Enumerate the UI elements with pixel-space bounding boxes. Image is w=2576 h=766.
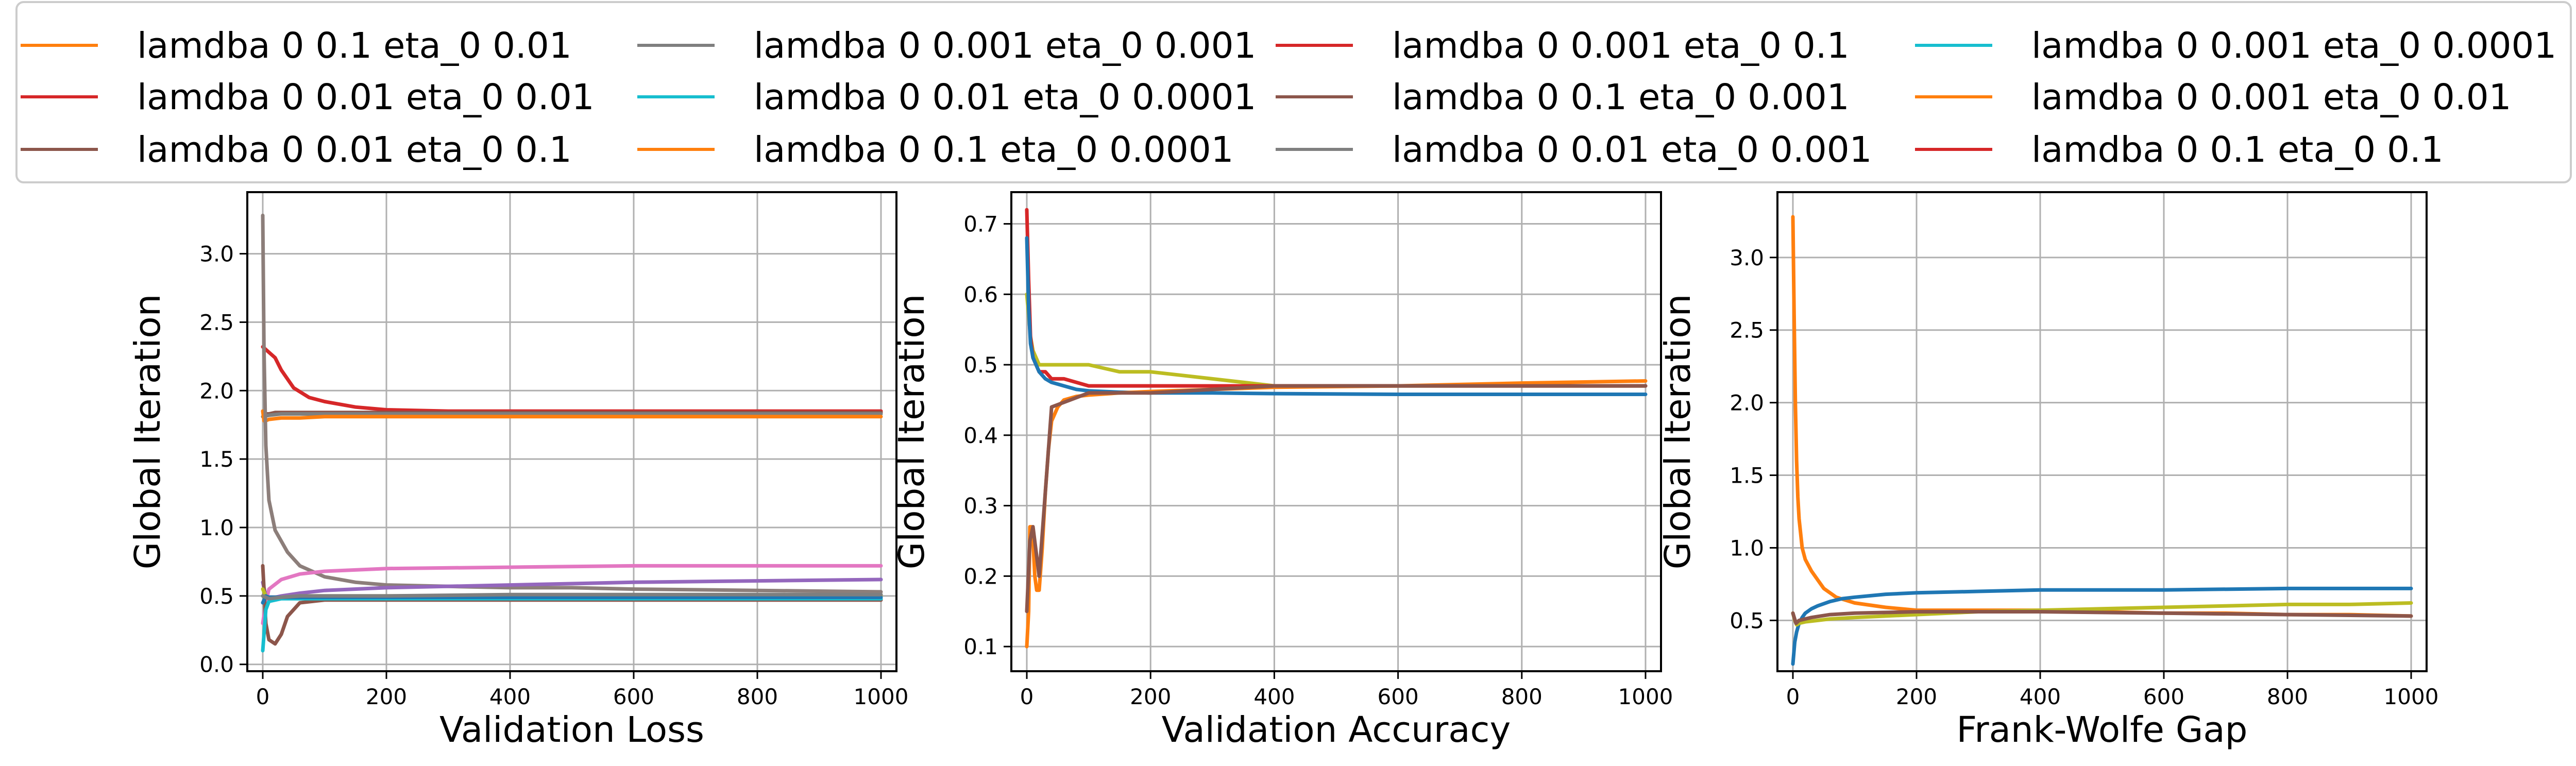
legend-label: lamdba 0 0.1 eta_0 0.01 bbox=[137, 25, 572, 66]
y-tick-label: 3.0 bbox=[199, 242, 234, 267]
legend-entry: lamdba 0 0.001 eta_0 0.0001 bbox=[1915, 25, 2556, 66]
y-tick-label: 2.0 bbox=[1730, 390, 1764, 416]
legend-entry: lamdba 0 0.1 eta_0 0.1 bbox=[1915, 129, 2444, 171]
legend-entry: lamdba 0 0.01 eta_0 0.0001 bbox=[637, 77, 1256, 118]
y-tick-label: 0.6 bbox=[963, 282, 998, 307]
legend-label: lamdba 0 0.1 eta_0 0.001 bbox=[1392, 77, 1850, 118]
legend-entry: lamdba 0 0.01 eta_0 0.001 bbox=[1276, 129, 1872, 171]
x-tick-label: 800 bbox=[2267, 684, 2308, 709]
y-tick-label: 1.5 bbox=[199, 447, 234, 472]
chart-panel: 0 200 400 600 800 1000 0.1 0.2 0.3 0.4 0.5 0.6 0.7 Va… bbox=[891, 191, 1673, 751]
y-tick-label: 0.7 bbox=[963, 212, 998, 237]
series-group bbox=[261, 213, 883, 653]
series-line bbox=[1025, 236, 1648, 396]
y-tick-label: 0.5 bbox=[1730, 608, 1764, 633]
x-axis-label: Validation Loss bbox=[439, 709, 704, 751]
x-tick-label: 1000 bbox=[2384, 684, 2439, 709]
y-tick-label: 1.0 bbox=[199, 515, 234, 540]
y-tick-label: 0.1 bbox=[963, 634, 998, 659]
y-tick-label: 2.0 bbox=[199, 378, 234, 403]
x-tick-label: 0 bbox=[256, 684, 270, 709]
y-axis-label: Global Iteration bbox=[891, 294, 933, 570]
chart-panel: 0 200 400 600 800 1000 0.5 1.0 1.5 2.0 2.5 3.0 Frank… bbox=[1657, 191, 2439, 751]
series-group bbox=[1791, 215, 2413, 666]
x-tick-label: 600 bbox=[1378, 684, 1419, 709]
legend: lamdba 0 0.1 eta_0 0.01 lamdba 0 0.01 eta… bbox=[15, 1, 2572, 183]
legend-entry: lamdba 0 0.001 eta_0 0.01 bbox=[1915, 77, 2512, 118]
series-line bbox=[1791, 610, 2413, 625]
x-tick-label: 200 bbox=[366, 684, 407, 709]
x-tick-label: 1000 bbox=[854, 684, 909, 709]
x-tick-label: 200 bbox=[1896, 684, 1937, 709]
x-tick-label: 600 bbox=[613, 684, 654, 709]
series-line bbox=[261, 564, 883, 625]
series-group bbox=[1025, 208, 1648, 649]
series-line bbox=[1025, 384, 1648, 614]
grid bbox=[1777, 192, 2427, 671]
legend-entry: lamdba 0 0.001 eta_0 0.001 bbox=[637, 25, 1256, 66]
x-tick-label: 200 bbox=[1130, 684, 1171, 709]
legend-label: lamdba 0 0.001 eta_0 0.001 bbox=[754, 25, 1256, 66]
legend-label: lamdba 0 0.001 eta_0 0.1 bbox=[1392, 25, 1850, 66]
plot-frame bbox=[1776, 191, 2428, 672]
legend-entry: lamdba 0 0.01 eta_0 0.01 bbox=[21, 77, 595, 118]
legend-entry: lamdba 0 0.001 eta_0 0.1 bbox=[1276, 25, 1850, 66]
x-tick-label: 600 bbox=[2143, 684, 2184, 709]
x-tick-label: 800 bbox=[737, 684, 778, 709]
y-tick-label: 2.5 bbox=[1730, 318, 1764, 343]
series-line bbox=[261, 213, 883, 594]
legend-label: lamdba 0 0.01 eta_0 0.001 bbox=[1392, 129, 1872, 171]
legend-entry: lamdba 0 0.01 eta_0 0.1 bbox=[21, 129, 572, 171]
x-tick-label: 400 bbox=[2020, 684, 2061, 709]
legend-label: lamdba 0 0.001 eta_0 0.0001 bbox=[2031, 25, 2556, 66]
x-axis-label: Validation Accuracy bbox=[1162, 709, 1511, 751]
legend-entry: lamdba 0 0.1 eta_0 0.0001 bbox=[637, 129, 1234, 171]
y-tick-label: 2.5 bbox=[199, 310, 234, 335]
y-tick-label: 0.0 bbox=[199, 652, 234, 677]
legend-label: lamdba 0 0.1 eta_0 0.1 bbox=[2031, 129, 2444, 171]
x-tick-label: 400 bbox=[489, 684, 531, 709]
y-axis-label: Global Iteration bbox=[127, 294, 168, 570]
legend-frame bbox=[15, 1, 2572, 183]
x-tick-label: 0 bbox=[1786, 684, 1800, 709]
y-tick-label: 1.0 bbox=[1730, 535, 1764, 560]
y-tick-label: 0.5 bbox=[963, 352, 998, 378]
y-tick-label: 0.4 bbox=[963, 423, 998, 448]
legend-label: lamdba 0 0.01 eta_0 0.01 bbox=[137, 77, 595, 118]
series-line bbox=[261, 412, 883, 419]
plot-frame bbox=[1010, 191, 1662, 672]
x-tick-label: 800 bbox=[1501, 684, 1543, 709]
chart-panel: 0 200 400 600 800 1000 0.0 0.5 1.0 1.5 2.0 2.5 3.0 Va… bbox=[127, 191, 909, 751]
y-tick-label: 0.3 bbox=[963, 493, 998, 519]
legend-entry: lamdba 0 0.1 eta_0 0.001 bbox=[1276, 77, 1850, 118]
y-tick-label: 3.0 bbox=[1730, 245, 1764, 270]
x-tick-label: 1000 bbox=[1618, 684, 1673, 709]
legend-label: lamdba 0 0.001 eta_0 0.01 bbox=[2031, 77, 2512, 118]
x-tick-label: 0 bbox=[1020, 684, 1034, 709]
y-tick-label: 1.5 bbox=[1730, 463, 1764, 488]
plot-frame bbox=[246, 191, 897, 672]
legend-label: lamdba 0 0.1 eta_0 0.0001 bbox=[754, 129, 1234, 171]
series-line bbox=[261, 592, 883, 601]
y-tick-label: 0.2 bbox=[963, 564, 998, 589]
series-line bbox=[1791, 601, 2413, 627]
x-axis-label: Frank-Wolfe Gap bbox=[1957, 709, 2248, 751]
x-tick-label: 400 bbox=[1253, 684, 1295, 709]
legend-label: lamdba 0 0.01 eta_0 0.1 bbox=[137, 129, 572, 171]
y-axis-label: Global Iteration bbox=[1657, 294, 1699, 570]
chart-panels: 0 200 400 600 800 1000 0.0 0.5 1.0 1.5 2.0 2.5 3.0 Va… bbox=[127, 191, 2439, 751]
y-tick-label: 0.5 bbox=[199, 584, 234, 609]
legend-entry: lamdba 0 0.1 eta_0 0.01 bbox=[21, 25, 572, 66]
legend-label: lamdba 0 0.01 eta_0 0.0001 bbox=[754, 77, 1256, 118]
